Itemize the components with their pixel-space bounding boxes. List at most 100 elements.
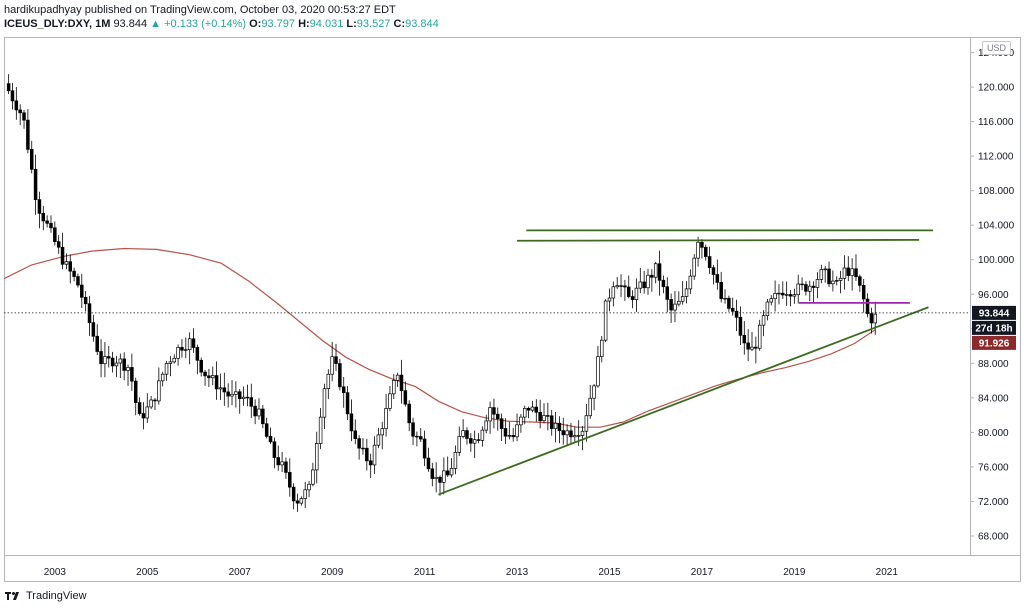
y-tick-label: 88.000	[978, 359, 1009, 370]
candle	[542, 403, 546, 424]
candle	[118, 353, 123, 378]
y-tick-label: 108.000	[978, 186, 1015, 197]
candle	[746, 329, 750, 361]
candle	[515, 413, 519, 442]
candle	[653, 261, 658, 284]
candle	[357, 435, 361, 460]
candle	[157, 367, 161, 405]
candle	[272, 437, 277, 469]
candle	[596, 345, 600, 388]
candle	[60, 232, 65, 270]
candle	[126, 364, 130, 386]
candle	[507, 421, 512, 440]
candle	[18, 104, 22, 126]
candle	[137, 397, 142, 416]
candle	[769, 295, 774, 306]
candle	[677, 291, 681, 307]
candle	[738, 306, 743, 345]
x-tick-label: 2009	[321, 567, 344, 578]
price-tags: 93.844 27d 18h 91.926	[972, 305, 1016, 350]
currency-button[interactable]: USD	[982, 41, 1012, 55]
low-value: 93.527	[356, 18, 391, 30]
candle	[707, 246, 712, 274]
candle	[457, 426, 462, 457]
candle	[257, 398, 261, 420]
y-tick-label: 112.000	[978, 152, 1014, 163]
candle	[307, 481, 311, 498]
price-tag-label: 91.926	[979, 338, 1010, 349]
high-label: H:	[298, 18, 310, 30]
candle	[526, 406, 531, 419]
resistance-lower-line[interactable]	[517, 238, 920, 242]
candle	[434, 462, 438, 493]
y-tick-label: 116.000	[978, 117, 1014, 128]
candle	[207, 368, 211, 387]
candle	[68, 254, 72, 284]
candle	[811, 281, 816, 303]
candle	[646, 268, 650, 295]
candle	[403, 381, 408, 407]
candle	[619, 274, 623, 298]
candle	[53, 221, 57, 246]
y-tick-label: 96.000	[978, 290, 1009, 301]
candle	[141, 402, 146, 430]
candle	[561, 417, 566, 445]
price-tag: 91.926	[972, 335, 1016, 350]
price-tag: 93.844	[972, 305, 1016, 320]
candle	[230, 379, 234, 406]
candle	[592, 383, 596, 411]
x-tick-label: 2007	[229, 567, 252, 578]
candle	[234, 381, 238, 408]
candle	[184, 337, 188, 359]
time-axis: 2003 2005 2007 2009 2011 2013 2015 2017 2019 2021	[44, 567, 899, 578]
candle	[808, 280, 812, 302]
candles	[6, 74, 877, 512]
x-tick-label: 2021	[876, 567, 899, 578]
price-tag: 27d 18h	[972, 320, 1016, 335]
brand-name[interactable]: TradingView	[26, 590, 87, 602]
candle	[642, 270, 646, 294]
candle	[95, 324, 99, 356]
candle	[164, 360, 169, 381]
candle	[511, 427, 515, 442]
x-tick-label: 2019	[783, 567, 806, 578]
candle	[322, 383, 327, 430]
candle	[781, 281, 785, 299]
candle	[842, 255, 847, 290]
y-tick-label: 80.000	[978, 428, 1009, 439]
candle	[700, 239, 704, 259]
candle	[838, 270, 843, 294]
candle	[827, 261, 831, 288]
author-name[interactable]: hardikupadhyay	[4, 4, 82, 16]
candle	[734, 299, 739, 332]
symbol-name[interactable]: ICEUS_DLY:DXY, 1M	[4, 18, 111, 30]
candle	[715, 259, 720, 290]
candle	[37, 191, 42, 229]
candle	[191, 328, 196, 353]
candle	[64, 253, 69, 270]
candle	[10, 82, 15, 110]
candle	[41, 205, 46, 231]
candle	[241, 386, 246, 406]
candle	[673, 290, 677, 323]
candle	[573, 426, 577, 442]
candle	[176, 344, 180, 366]
candle	[368, 453, 373, 479]
close-value: 93.844	[405, 18, 439, 30]
candle	[665, 277, 670, 313]
candle	[407, 400, 411, 432]
candle	[723, 289, 727, 304]
candle	[611, 281, 616, 307]
candle	[565, 424, 569, 446]
candle	[399, 359, 404, 404]
candle	[588, 384, 592, 419]
candle	[99, 339, 103, 378]
candle	[569, 422, 573, 444]
x-tick-label: 2013	[506, 567, 529, 578]
candle	[237, 389, 242, 414]
candle	[538, 399, 542, 429]
open-value: 93.797	[261, 18, 295, 30]
candle	[303, 481, 307, 508]
rising-trendline-line[interactable]	[438, 306, 929, 496]
